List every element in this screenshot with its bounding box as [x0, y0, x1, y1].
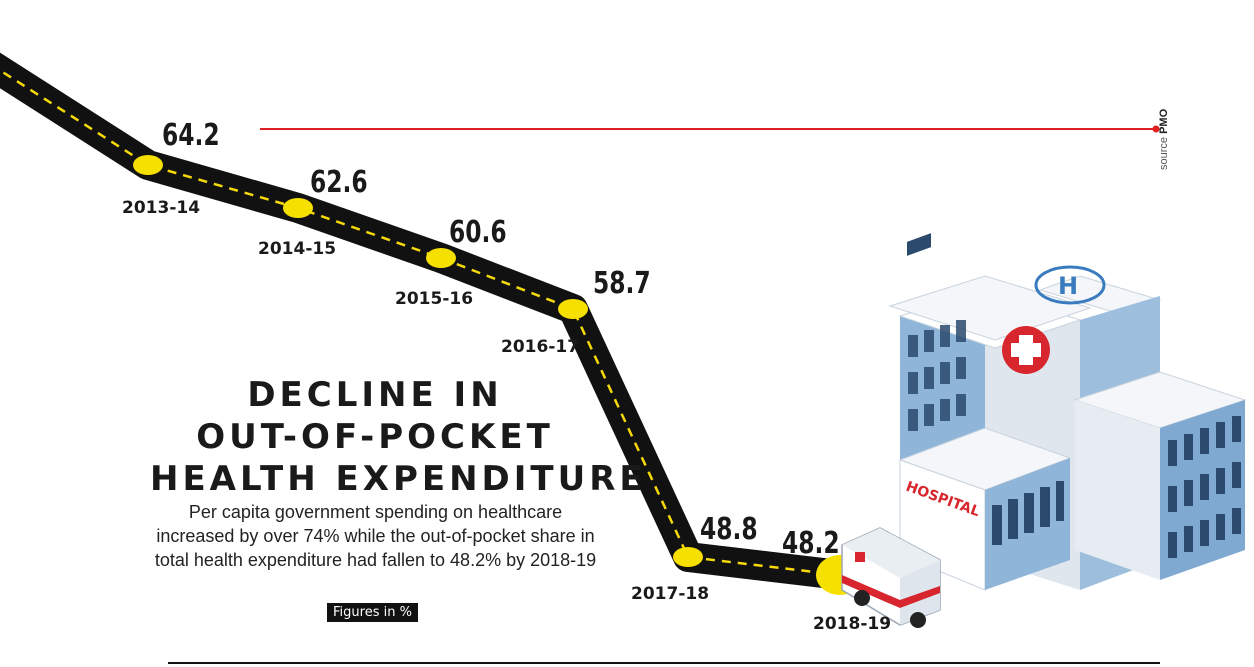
svg-text:H: H: [1058, 272, 1078, 300]
data-point-2014-15: [283, 198, 313, 218]
value-label-2016-17: 58.7: [593, 266, 651, 301]
title-line-3: HEALTH EXPENDITURE: [150, 459, 647, 499]
label-layer: 64.2 2013-14 62.6 2014-15 60.6 2015-16 58.7 201…: [122, 118, 891, 634]
value-label-2018-19: 48.2: [782, 526, 840, 561]
ambulance-illustration: [841, 233, 941, 628]
accent-red-dot: [1152, 125, 1160, 133]
source-note: source PMO: [1158, 109, 1170, 170]
data-point-2017-18: [673, 547, 703, 567]
chart-subtitle: Per capita government spending on health…: [154, 502, 597, 570]
title-line-1: DECLINE IN: [247, 375, 503, 415]
value-label-2013-14: 64.2: [162, 118, 220, 153]
data-point-2015-16: [426, 248, 456, 268]
source-name: PMO: [1158, 108, 1170, 134]
data-point-2013-14: [133, 155, 163, 175]
value-label-2017-18: 48.8: [700, 512, 758, 547]
title-line-2: OUT-OF-POCKET: [196, 417, 554, 457]
category-label-2015-16: 2015-16: [395, 289, 473, 309]
source-label: source: [1158, 136, 1170, 170]
category-label-2016-17: 2016-17: [501, 337, 579, 357]
category-label-2013-14: 2013-14: [122, 198, 200, 218]
value-label-2014-15: 62.6: [310, 165, 368, 200]
chart-title: DECLINE IN OUT-OF-POCKET HEALTH EXPENDIT…: [150, 374, 647, 500]
value-label-2015-16: 60.6: [449, 215, 507, 250]
data-point-2016-17: [558, 299, 588, 319]
category-label-2017-18: 2017-18: [631, 584, 709, 604]
units-badge: Figures in %: [327, 603, 418, 622]
category-label-2014-15: 2014-15: [258, 239, 336, 259]
category-label-2018-19: 2018-19: [813, 614, 891, 634]
hospital-illustration: H HOSPITAL: [888, 265, 1247, 591]
